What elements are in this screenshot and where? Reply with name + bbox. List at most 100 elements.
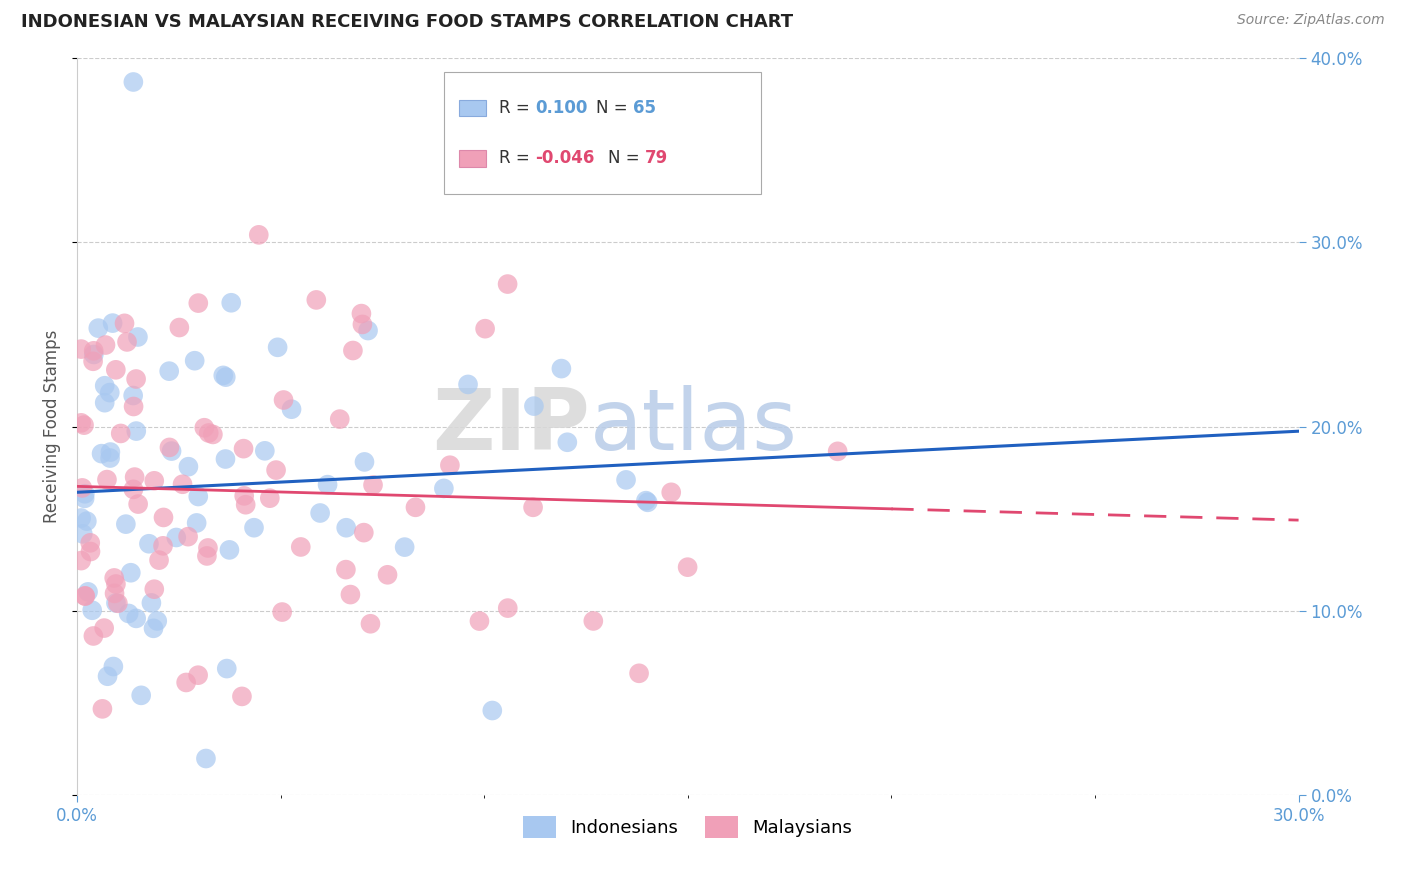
Text: 79: 79 xyxy=(645,150,668,168)
Point xyxy=(523,399,546,413)
Point xyxy=(235,498,257,512)
Text: atlas: atlas xyxy=(591,385,799,468)
Point xyxy=(122,75,145,89)
Point xyxy=(117,607,139,621)
Point xyxy=(93,621,115,635)
Point xyxy=(353,455,375,469)
Point xyxy=(193,421,215,435)
Point xyxy=(474,321,496,335)
Text: Source: ZipAtlas.com: Source: ZipAtlas.com xyxy=(1237,13,1385,28)
Point xyxy=(91,702,114,716)
Point xyxy=(253,443,276,458)
Point xyxy=(637,495,659,509)
Point xyxy=(79,536,101,550)
Point xyxy=(120,566,142,580)
Point xyxy=(103,571,125,585)
Point xyxy=(122,400,145,414)
Point xyxy=(353,525,375,540)
Point xyxy=(114,316,136,330)
Point xyxy=(72,527,94,541)
Point xyxy=(232,442,254,456)
Point xyxy=(659,485,682,500)
Point xyxy=(129,689,152,703)
Point xyxy=(82,354,104,368)
Point xyxy=(280,402,302,417)
Point xyxy=(82,603,104,617)
Point xyxy=(83,343,105,358)
Point xyxy=(115,334,138,349)
Point xyxy=(194,751,217,765)
Point xyxy=(152,510,174,524)
Point xyxy=(522,500,544,515)
Point xyxy=(94,338,117,352)
Point xyxy=(148,553,170,567)
Point xyxy=(70,416,93,430)
Point xyxy=(101,316,124,330)
Point xyxy=(125,372,148,386)
Point xyxy=(100,445,122,459)
Point xyxy=(350,307,373,321)
Point xyxy=(90,447,112,461)
FancyBboxPatch shape xyxy=(460,100,486,116)
Point xyxy=(77,585,100,599)
Point xyxy=(141,596,163,610)
Point xyxy=(160,444,183,458)
Point xyxy=(243,521,266,535)
Point xyxy=(339,588,361,602)
Point xyxy=(352,318,374,332)
Point xyxy=(266,340,288,354)
Point xyxy=(404,500,426,515)
Point xyxy=(72,481,94,495)
Point xyxy=(550,361,572,376)
Point xyxy=(104,363,127,377)
Point xyxy=(187,668,209,682)
Point xyxy=(142,621,165,635)
Point xyxy=(96,473,118,487)
Point xyxy=(110,426,132,441)
Text: -0.046: -0.046 xyxy=(536,150,595,168)
Text: R =: R = xyxy=(499,99,534,117)
Text: 65: 65 xyxy=(633,99,655,117)
Point xyxy=(70,342,93,356)
Point xyxy=(290,540,312,554)
Legend: Indonesians, Malaysians: Indonesians, Malaysians xyxy=(516,809,859,846)
Point xyxy=(152,539,174,553)
Point xyxy=(172,477,194,491)
Point xyxy=(73,487,96,501)
Point xyxy=(329,412,352,426)
Point xyxy=(127,330,149,344)
Point xyxy=(125,611,148,625)
Text: N =: N = xyxy=(596,99,633,117)
Point xyxy=(159,441,181,455)
Point xyxy=(122,483,145,497)
Point xyxy=(614,473,637,487)
Point xyxy=(157,364,180,378)
Point xyxy=(557,435,579,450)
Point xyxy=(103,586,125,600)
Point xyxy=(215,662,238,676)
Point xyxy=(93,395,115,409)
Text: N =: N = xyxy=(609,150,645,168)
Point xyxy=(335,521,357,535)
Point xyxy=(115,517,138,532)
Point xyxy=(70,511,93,525)
Point xyxy=(439,458,461,473)
Text: INDONESIAN VS MALAYSIAN RECEIVING FOOD STAMPS CORRELATION CHART: INDONESIAN VS MALAYSIAN RECEIVING FOOD S… xyxy=(21,13,793,31)
Point xyxy=(96,669,118,683)
Point xyxy=(104,596,127,610)
Point xyxy=(98,451,121,466)
Point xyxy=(146,614,169,628)
Point xyxy=(177,530,200,544)
Point xyxy=(143,582,166,597)
Point xyxy=(394,540,416,554)
Point xyxy=(309,506,332,520)
Point xyxy=(273,392,295,407)
FancyBboxPatch shape xyxy=(443,72,761,194)
Text: ZIP: ZIP xyxy=(433,385,591,468)
Text: 0.100: 0.100 xyxy=(536,99,588,117)
Point xyxy=(87,321,110,335)
Point xyxy=(201,427,224,442)
Point xyxy=(98,385,121,400)
Point xyxy=(582,614,605,628)
Point xyxy=(183,353,205,368)
